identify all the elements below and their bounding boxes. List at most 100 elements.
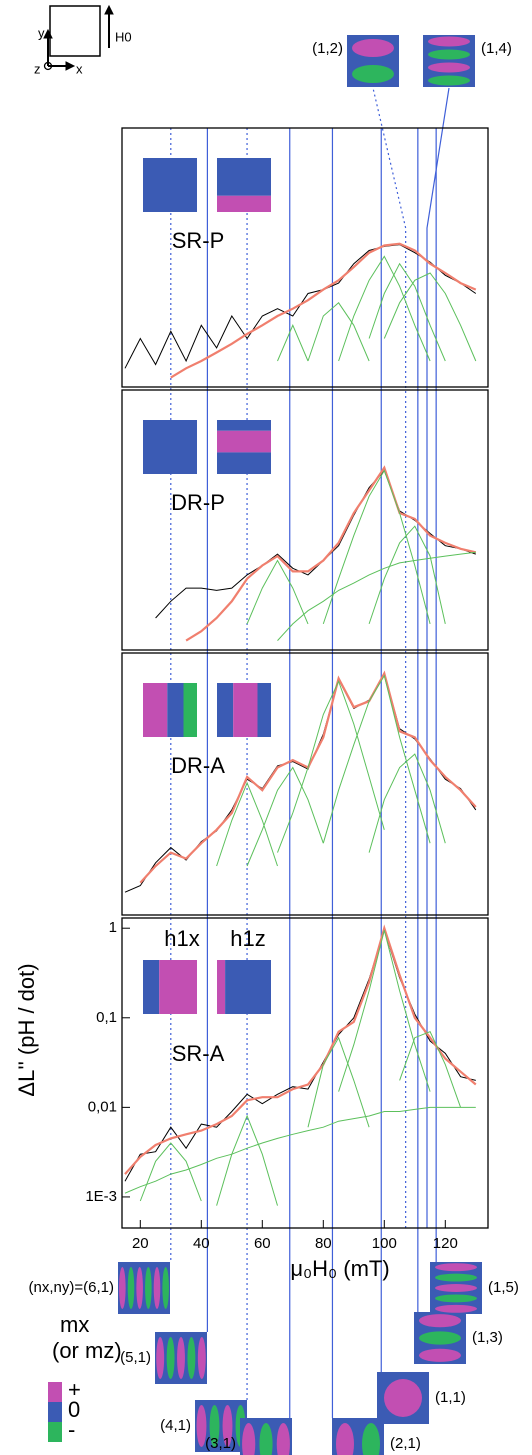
mode-lobe (209, 1405, 220, 1447)
mode-label: (1,4) (481, 40, 512, 57)
panel-frame (121, 127, 489, 388)
component-line (246, 559, 309, 625)
component-line (307, 1036, 370, 1128)
mode-lobe (197, 1337, 206, 1379)
mode-lobe (352, 39, 394, 57)
plot-area (121, 652, 489, 916)
panel-label: DR-P (171, 490, 225, 515)
mode-label: (nx,ny)=(6,1) (29, 1279, 114, 1296)
x-tick-label: 60 (254, 1235, 271, 1252)
mode-label: (1,3) (472, 1329, 503, 1346)
mode-lobe (428, 62, 470, 73)
magnetization-band (217, 452, 271, 474)
legend-swatch (48, 1422, 62, 1442)
x-tick-label: 40 (193, 1235, 210, 1252)
component-line (277, 551, 476, 641)
y-axis-label: ΔL'' (pH / dot) (14, 963, 39, 1096)
mode-lobe (276, 1423, 290, 1455)
mode-lobe (145, 1267, 152, 1309)
mode-lobe (352, 65, 394, 83)
magnetization-band (159, 960, 197, 1014)
mode-line (426, 87, 450, 1228)
mode-label: (2,1) (390, 1435, 421, 1452)
component-line (399, 1031, 462, 1108)
magnetization-band (217, 195, 271, 212)
component-line (246, 766, 324, 867)
legend-title: mx (60, 1312, 89, 1337)
axes-icon (43, 4, 114, 71)
legend-subtitle: (or mz) (52, 1338, 122, 1363)
mode-lobe (259, 1423, 273, 1455)
component-line (139, 1142, 202, 1202)
axis-z-label: z (34, 61, 41, 76)
y-tick-label: 1 (109, 919, 117, 936)
mode-lobe (153, 1267, 161, 1309)
mode-lobe (419, 1314, 461, 1328)
legend-swatch (48, 1402, 62, 1422)
component-line (338, 255, 431, 362)
arrow-head (104, 4, 114, 15)
x-axis-label: μ₀H₀ (mT) (290, 1256, 389, 1281)
plot-area (121, 127, 489, 388)
field-label: H0 (115, 29, 132, 44)
y-tick-label: 0,01 (88, 1098, 117, 1115)
mode-lobe (166, 1337, 175, 1379)
mode-lobe (196, 1405, 207, 1447)
mode-lobe (419, 1348, 461, 1362)
mode-lobe (127, 1267, 135, 1309)
plot-area (121, 389, 489, 651)
mode-lobe (435, 1273, 477, 1282)
magnetization-band (217, 960, 226, 1014)
legend-label: 0 (68, 1397, 80, 1422)
y-tick-label: 0,1 (96, 1009, 117, 1026)
mode-lobe (222, 1405, 233, 1447)
fit-line (124, 924, 477, 1175)
z-dot (43, 61, 53, 71)
mode-label: (1,5) (488, 1279, 519, 1296)
mode-lobe (428, 75, 470, 86)
x-tick-label: 20 (132, 1235, 149, 1252)
mode-label: (4,1) (160, 1417, 191, 1434)
axis-x-label: x (76, 61, 83, 76)
arrow-head (43, 28, 53, 39)
mode-lobe (119, 1267, 126, 1309)
component-line (277, 679, 385, 853)
component-line (216, 1114, 278, 1206)
mode-label: (1,1) (435, 1389, 466, 1406)
mode-lobe (162, 1267, 169, 1309)
mode-lobe (336, 1423, 354, 1455)
mode-lobe (156, 1337, 165, 1379)
magnetization-band (257, 683, 271, 737)
fit-line (170, 242, 477, 379)
component-line (307, 302, 370, 362)
panel-label: SR-P (172, 228, 225, 253)
arrow-head (65, 61, 76, 71)
component-line (322, 469, 431, 625)
magnetization-band (233, 683, 258, 737)
magnetization-band (217, 158, 271, 196)
magnetization-band (143, 960, 160, 1014)
annotation: h1z (230, 926, 265, 951)
y-tick-label: 1E-3 (85, 1188, 117, 1205)
magnetization-band (225, 960, 271, 1014)
component-line (338, 930, 431, 1092)
component-line (368, 525, 446, 625)
mode-lobe (136, 1267, 143, 1309)
mode-lobe (435, 1284, 477, 1292)
x-tick-label: 100 (372, 1235, 397, 1252)
legend-swatch (48, 1382, 62, 1402)
magnetization-band (143, 683, 168, 737)
magnetization-band (143, 158, 197, 212)
component-line (368, 753, 446, 853)
x-tick-label: 120 (433, 1235, 458, 1252)
legend-label: - (68, 1417, 75, 1442)
x-tick-label: 80 (315, 1235, 332, 1252)
annotation: h1x (164, 926, 199, 951)
panel-label: DR-A (171, 753, 225, 778)
component-line (368, 262, 446, 362)
mode-line (372, 87, 407, 1228)
mode-lobe (435, 1304, 477, 1313)
magnetization-band (183, 683, 197, 737)
legend-label: + (68, 1377, 81, 1402)
mode-lobe (187, 1337, 196, 1379)
